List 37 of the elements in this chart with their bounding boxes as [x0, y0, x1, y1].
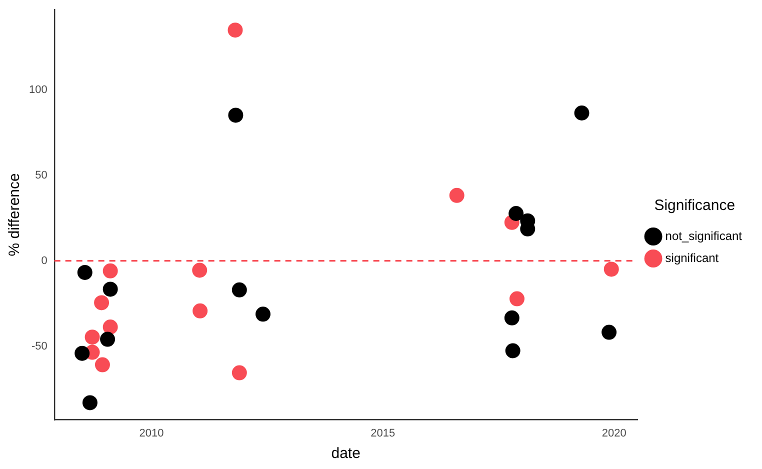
point [228, 22, 243, 38]
point [232, 282, 247, 298]
y-tick-label: 0 [41, 254, 48, 267]
x-tick-label: 2015 [370, 427, 396, 440]
y-axis-title: % difference [6, 173, 24, 256]
point [604, 262, 619, 277]
legend-label: not_significant [665, 228, 743, 243]
point [602, 324, 617, 340]
point [574, 106, 590, 121]
point [232, 365, 247, 380]
point [102, 319, 118, 334]
point [84, 330, 100, 345]
point [102, 282, 118, 297]
point [192, 262, 208, 278]
point [449, 188, 464, 203]
point [504, 310, 520, 326]
point [94, 295, 110, 310]
point [509, 291, 524, 306]
point [82, 395, 98, 410]
x-tick-label: 2010 [139, 427, 164, 440]
point [505, 343, 520, 358]
y-tick-label: -50 [31, 340, 48, 352]
x-tick-label: 2020 [602, 427, 626, 440]
y-tick-label: 50 [35, 169, 48, 182]
legend-label: significant [665, 250, 720, 265]
point [94, 357, 110, 372]
point [102, 263, 118, 278]
point [77, 264, 92, 280]
point [192, 303, 208, 318]
point [228, 108, 244, 123]
y-tick-label: 100 [28, 84, 48, 96]
legend-title: Significance [654, 197, 736, 214]
point [74, 346, 90, 361]
point [100, 332, 116, 347]
x-axis-title: date [331, 445, 360, 462]
point [256, 306, 271, 322]
point [508, 206, 524, 222]
